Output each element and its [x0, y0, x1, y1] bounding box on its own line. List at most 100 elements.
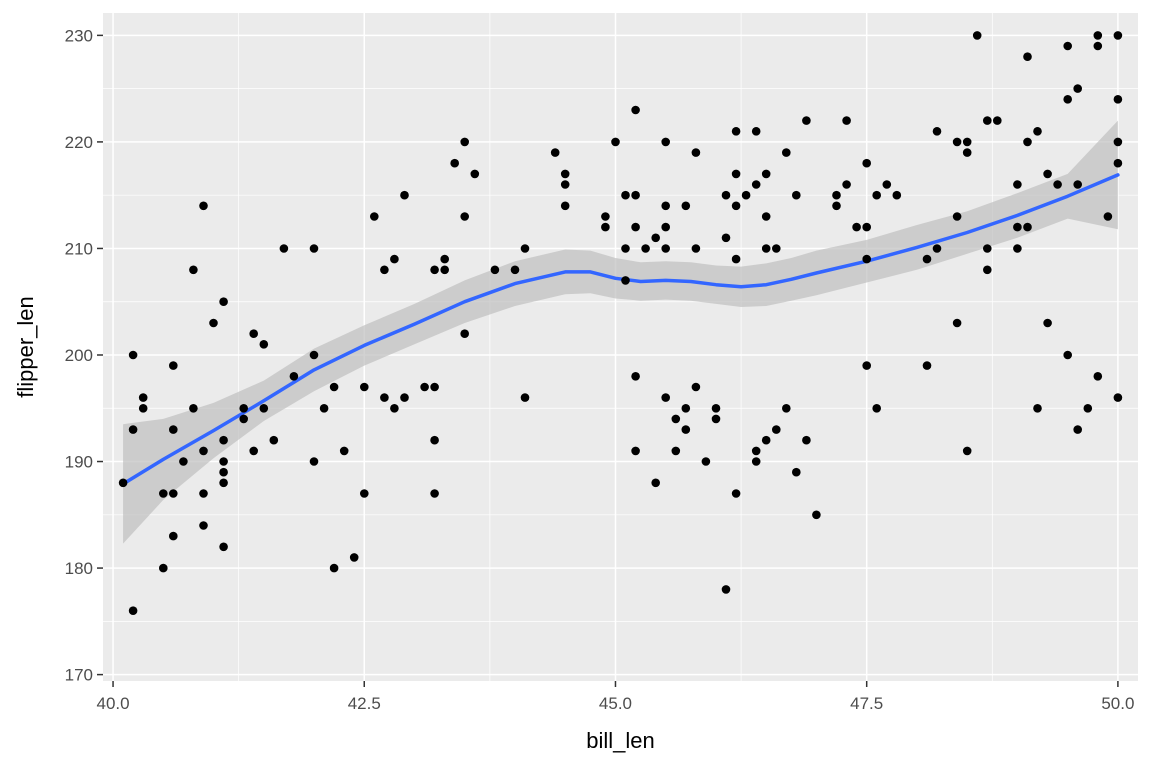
data-point: [802, 116, 811, 125]
data-point: [249, 446, 258, 456]
data-point: [1083, 404, 1093, 413]
data-point: [962, 148, 972, 157]
data-point: [993, 116, 1002, 125]
data-point: [1013, 244, 1022, 253]
data-point: [169, 489, 178, 498]
data-point: [349, 553, 359, 562]
data-point: [219, 467, 228, 477]
data-point: [269, 435, 279, 445]
y-tick-label: 210: [65, 239, 93, 258]
data-point: [1073, 180, 1082, 189]
data-point: [189, 404, 198, 413]
data-point: [872, 404, 881, 413]
y-tick-label: 190: [65, 453, 93, 472]
data-point: [631, 372, 640, 381]
data-point: [601, 222, 610, 232]
data-point: [199, 446, 208, 456]
data-point: [932, 244, 942, 253]
data-point: [1043, 169, 1052, 179]
data-point: [400, 190, 409, 200]
data-point: [1063, 350, 1072, 360]
smooth-line: [121, 173, 1120, 486]
x-tick-label: 47.5: [850, 694, 883, 713]
data-point: [550, 148, 560, 157]
data-point: [842, 116, 851, 125]
data-point: [741, 190, 751, 200]
y-tick-label: 230: [65, 26, 93, 45]
data-point: [892, 190, 902, 200]
data-point: [601, 212, 610, 221]
data-point: [661, 393, 670, 402]
data-point: [862, 222, 871, 232]
data-point: [430, 489, 439, 498]
data-point: [189, 265, 198, 275]
y-tick-label: 170: [65, 666, 93, 685]
data-point: [761, 435, 771, 445]
data-point: [621, 244, 630, 253]
x-axis-title: bill_len: [586, 728, 655, 753]
data-point: [510, 265, 520, 275]
data-point: [309, 350, 319, 360]
data-point: [219, 435, 228, 445]
x-tick-label: 40.0: [97, 694, 130, 713]
data-point: [681, 404, 691, 413]
data-point: [952, 137, 962, 147]
data-point: [731, 169, 741, 179]
data-point: [1093, 41, 1103, 51]
data-point: [922, 361, 932, 370]
data-point: [309, 244, 319, 253]
data-point: [219, 297, 228, 307]
data-point: [179, 457, 188, 466]
data-point: [460, 329, 470, 339]
data-point: [983, 116, 992, 125]
data-point: [611, 137, 620, 147]
data-point: [1073, 84, 1082, 93]
data-point: [772, 425, 781, 434]
data-point: [1063, 41, 1072, 51]
data-point: [199, 489, 208, 498]
data-point: [721, 233, 731, 243]
data-point: [671, 414, 681, 424]
data-point: [118, 478, 128, 488]
data-point: [651, 478, 660, 488]
data-point: [209, 318, 218, 328]
data-point: [239, 404, 248, 413]
data-point: [430, 435, 439, 445]
data-point: [560, 201, 570, 211]
data-point: [249, 329, 258, 339]
data-point: [862, 158, 871, 168]
data-point: [128, 425, 138, 434]
data-point: [1043, 318, 1052, 328]
data-point: [782, 404, 791, 413]
data-point: [219, 478, 228, 488]
data-point: [751, 180, 761, 189]
data-point: [329, 382, 339, 392]
data-point: [1113, 158, 1123, 168]
data-point: [832, 201, 841, 211]
data-point: [360, 489, 369, 498]
data-point: [440, 265, 450, 275]
data-point: [1033, 127, 1042, 136]
grid-minor: [103, 13, 1138, 681]
data-point: [259, 404, 269, 413]
data-point: [169, 361, 178, 370]
data-point: [681, 425, 691, 434]
data-point: [450, 158, 460, 168]
data-point: [490, 265, 500, 275]
data-point: [952, 318, 962, 328]
data-point: [1013, 180, 1022, 189]
data-point: [329, 563, 339, 573]
data-point: [882, 180, 892, 189]
data-point: [159, 489, 168, 498]
data-point: [1103, 212, 1113, 221]
data-point: [721, 585, 731, 594]
data-point: [390, 254, 399, 264]
data-point: [1023, 52, 1032, 61]
data-point: [430, 382, 439, 392]
data-point: [852, 222, 861, 232]
data-point: [711, 404, 721, 413]
data-point: [631, 446, 640, 456]
data-point: [812, 510, 821, 520]
data-point: [380, 393, 389, 402]
